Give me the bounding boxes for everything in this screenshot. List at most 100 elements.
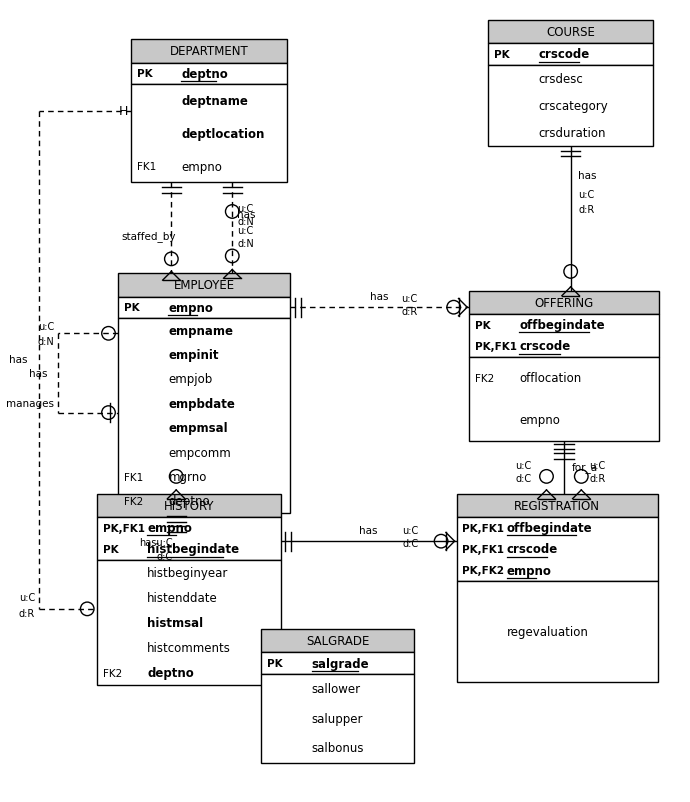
Text: FK2: FK2 <box>103 668 122 678</box>
Bar <box>97 517 281 560</box>
Text: histmsal: histmsal <box>147 616 204 629</box>
Text: u:C: u:C <box>589 460 605 470</box>
Text: empno: empno <box>507 564 552 577</box>
Text: empno: empno <box>181 160 222 173</box>
Bar <box>118 274 290 298</box>
Text: has: has <box>237 210 255 220</box>
Text: PK,FK1: PK,FK1 <box>462 523 504 533</box>
Text: hasu:C: hasu:C <box>139 537 172 548</box>
Text: crscode: crscode <box>520 340 571 353</box>
Text: histenddate: histenddate <box>147 591 218 604</box>
Text: histbegindate: histbegindate <box>147 543 239 556</box>
Text: PK: PK <box>124 303 139 313</box>
Text: PK: PK <box>494 50 510 60</box>
Text: has: has <box>359 525 378 535</box>
Text: u:C: u:C <box>515 460 532 470</box>
Text: u:C: u:C <box>578 190 595 200</box>
Text: empno: empno <box>147 521 192 534</box>
Bar <box>118 318 290 513</box>
Text: d:C: d:C <box>515 474 532 484</box>
Text: u:C: u:C <box>402 294 417 303</box>
Text: DEPARTMENT: DEPARTMENT <box>170 46 248 59</box>
Text: salgrade: salgrade <box>312 657 369 670</box>
Text: empinit: empinit <box>168 349 219 362</box>
Text: crsdesc: crsdesc <box>539 72 584 86</box>
Text: offbegindate: offbegindate <box>520 318 605 332</box>
Text: has: has <box>578 171 597 180</box>
Text: staffed_by: staffed_by <box>121 231 175 242</box>
Bar <box>130 85 287 183</box>
Text: has: has <box>29 368 48 379</box>
Text: empno: empno <box>520 414 560 427</box>
Bar <box>457 494 658 517</box>
Text: PK,FK1: PK,FK1 <box>475 342 517 351</box>
Text: u:C: u:C <box>237 204 253 213</box>
Text: H: H <box>118 105 128 118</box>
Text: u:C: u:C <box>38 321 55 331</box>
Bar <box>97 494 281 517</box>
Bar <box>469 291 659 314</box>
Text: d:C: d:C <box>156 551 172 561</box>
Text: deptlocation: deptlocation <box>181 128 264 140</box>
Text: empcomm: empcomm <box>168 446 231 459</box>
Text: for_a: for_a <box>571 462 598 472</box>
Text: PK,FK1: PK,FK1 <box>103 523 145 533</box>
Bar <box>130 63 287 85</box>
Text: PK: PK <box>103 545 118 554</box>
Text: d:C: d:C <box>402 538 419 549</box>
Text: deptno: deptno <box>147 666 194 679</box>
Text: d:N: d:N <box>237 217 254 227</box>
Bar <box>97 560 281 686</box>
Bar <box>469 314 659 357</box>
Text: d:N: d:N <box>237 239 254 249</box>
Text: FK2: FK2 <box>475 373 494 383</box>
Text: COURSE: COURSE <box>546 26 595 39</box>
Bar <box>130 40 287 63</box>
Text: u:C: u:C <box>19 593 35 602</box>
Text: PK: PK <box>137 69 152 79</box>
Text: d:R: d:R <box>578 205 595 214</box>
Text: empjob: empjob <box>168 373 213 386</box>
Text: HISTORY: HISTORY <box>164 500 214 512</box>
Text: crsduration: crsduration <box>539 127 607 140</box>
Text: deptno: deptno <box>168 495 210 508</box>
Bar <box>262 674 414 763</box>
Text: PK: PK <box>475 320 491 330</box>
Text: sallower: sallower <box>312 683 361 695</box>
Bar <box>118 298 290 318</box>
Bar <box>262 630 414 653</box>
Text: empno: empno <box>168 302 213 314</box>
Text: REGISTRATION: REGISTRATION <box>514 500 600 512</box>
Text: u:C: u:C <box>237 225 253 236</box>
Bar <box>489 66 653 147</box>
Text: mgrno: mgrno <box>168 471 207 484</box>
Text: has: has <box>370 291 388 302</box>
Text: empbdate: empbdate <box>168 397 235 411</box>
Text: SALGRADE: SALGRADE <box>306 634 369 647</box>
Text: offbegindate: offbegindate <box>507 521 593 534</box>
Text: d:N: d:N <box>38 337 55 346</box>
Text: empname: empname <box>168 324 233 337</box>
Text: deptno: deptno <box>181 67 228 81</box>
Text: regevaluation: regevaluation <box>507 626 589 638</box>
Bar <box>469 357 659 441</box>
Text: d:R: d:R <box>589 474 605 484</box>
Bar <box>262 653 414 674</box>
Text: offlocation: offlocation <box>520 371 582 384</box>
Text: crscode: crscode <box>507 543 558 556</box>
Text: crscategory: crscategory <box>539 99 609 112</box>
Text: OFFERING: OFFERING <box>534 297 593 310</box>
Text: crscode: crscode <box>539 48 590 61</box>
Text: deptname: deptname <box>181 95 248 107</box>
Text: salupper: salupper <box>312 711 363 725</box>
Text: d:R: d:R <box>402 306 417 317</box>
Text: has: has <box>9 355 28 365</box>
Bar <box>489 44 653 66</box>
Text: EMPLOYEE: EMPLOYEE <box>174 279 235 292</box>
Text: salbonus: salbonus <box>312 741 364 755</box>
Bar <box>457 581 658 683</box>
Text: u:C: u:C <box>402 525 419 535</box>
Text: PK,FK1: PK,FK1 <box>462 545 504 554</box>
Bar <box>457 517 658 581</box>
Text: PK,FK2: PK,FK2 <box>462 565 504 576</box>
